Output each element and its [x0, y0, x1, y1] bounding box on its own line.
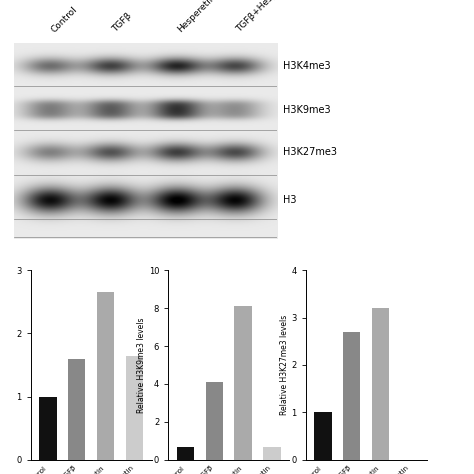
- Bar: [314, 412, 332, 460]
- Text: H3K4me3: H3K4me3: [283, 61, 331, 71]
- Bar: [206, 382, 223, 460]
- Bar: [343, 332, 360, 460]
- Bar: [235, 306, 252, 460]
- Bar: [372, 308, 389, 460]
- Bar: [39, 397, 57, 460]
- Text: Hesperetin: Hesperetin: [176, 0, 218, 34]
- Text: H3: H3: [283, 195, 297, 205]
- Bar: [263, 447, 281, 460]
- Y-axis label: Relative H3K9me3 levels: Relative H3K9me3 levels: [137, 317, 146, 413]
- Y-axis label: Relative H3K27me3 levels: Relative H3K27me3 levels: [280, 315, 289, 415]
- Bar: [68, 359, 85, 460]
- Bar: [177, 447, 194, 460]
- Text: TGFβ+Hesperetin: TGFβ+Hesperetin: [235, 0, 298, 34]
- Bar: [126, 356, 143, 460]
- Text: H3K27me3: H3K27me3: [283, 147, 337, 157]
- Text: TGFβ: TGFβ: [110, 11, 133, 34]
- Text: H3K9me3: H3K9me3: [283, 105, 331, 115]
- Bar: [97, 292, 114, 460]
- Text: Control: Control: [50, 5, 79, 34]
